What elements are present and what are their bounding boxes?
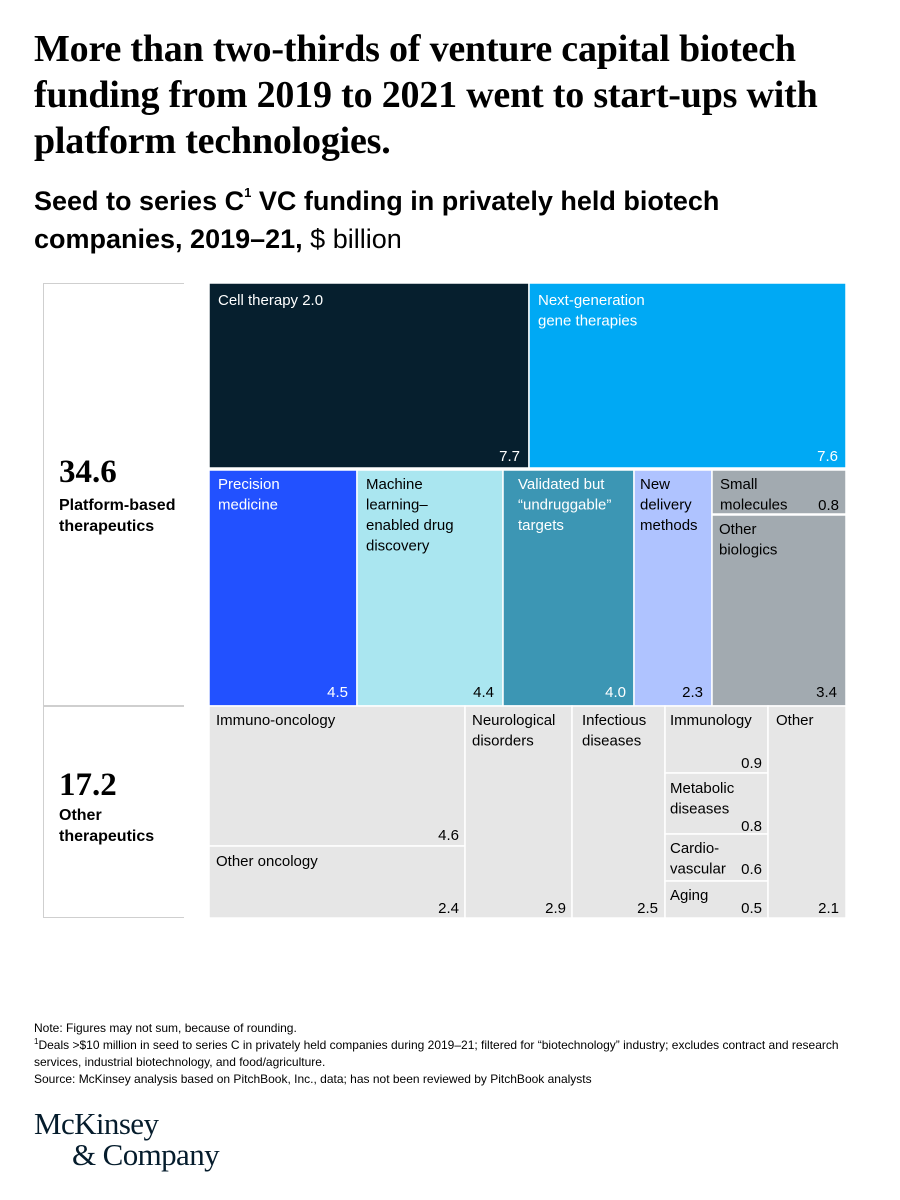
group-label-platform-line1: Platform-based	[59, 497, 176, 514]
tile-other-rect	[767, 705, 847, 919]
tile-other-oncology: Other oncology 2.4	[208, 845, 466, 919]
tile-aging-rect	[664, 880, 769, 919]
group-platform-based: 34.6 Platform-based therapeutics	[43, 283, 184, 706]
tile-immunology-label: Immunology	[670, 712, 752, 729]
tile-machine-learning: Machine learning– enabled drug discovery 4.4	[356, 469, 504, 707]
tile-immuno-oncology-value: 4.6	[438, 827, 459, 844]
tile-other-biologics-label: Other biologics	[719, 521, 777, 559]
footnote-1-mark: 1	[34, 1037, 39, 1046]
tile-cell-therapy-value: 7.7	[499, 448, 520, 465]
tile-metabolic-rect	[664, 772, 769, 835]
tile-gene-therapies-label: Next-generation gene therapies	[538, 292, 645, 330]
group-label-other-line2: therapeutics	[59, 828, 155, 845]
note-text: Note: Figures may not sum, because of ro…	[34, 1021, 297, 1035]
tile-other-label: Other	[776, 712, 814, 729]
tile-other-oncology-value: 2.4	[438, 900, 459, 917]
tile-cardiovascular-value: 0.6	[741, 861, 762, 878]
tile-neurological-label: Neurological disorders	[472, 712, 555, 750]
tile-precision-medicine-rect	[208, 469, 358, 707]
tile-machine-learning-label: Machine learning– enabled drug discovery	[366, 476, 454, 555]
tile-metabolic: Metabolic diseases 0.8	[664, 772, 769, 835]
tile-new-delivery-rect	[633, 469, 713, 707]
tile-metabolic-label: Metabolic diseases	[670, 780, 735, 818]
tile-gene-therapies: Next-generation gene therapies 7.6	[528, 282, 847, 469]
footnotes: Note: Figures may not sum, because of ro…	[34, 1020, 864, 1088]
tile-aging-value: 0.5	[741, 900, 762, 917]
tile-immuno-oncology: Immuno-oncology 4.6	[208, 705, 466, 847]
tile-cell-therapy-label: Cell therapy 2.0	[218, 292, 323, 309]
tile-validated-targets-value: 4.0	[605, 684, 626, 701]
source-text: Source: McKinsey analysis based on Pitch…	[34, 1072, 592, 1086]
tile-other-biologics: Other biologics 3.4	[711, 514, 847, 707]
group-other: 17.2 Other therapeutics	[43, 706, 184, 918]
tile-validated-targets: Validated but “undruggable” targets 4.0	[502, 469, 635, 707]
tile-neurological-value: 2.9	[545, 900, 566, 917]
tile-other: Other 2.1	[767, 705, 847, 919]
tile-validated-targets-rect	[502, 469, 635, 707]
tile-immuno-oncology-rect	[208, 705, 466, 847]
subtitle-unit: $ billion	[310, 224, 402, 254]
group-label-platform: Platform-based therapeutics	[59, 495, 175, 537]
tile-new-delivery: New delivery methods 2.3	[633, 469, 713, 707]
tile-cardiovascular: Cardio-vascular 0.6	[664, 833, 769, 882]
tile-other-value: 2.1	[818, 900, 839, 917]
tile-new-delivery-value: 2.3	[682, 684, 703, 701]
tile-metabolic-value: 0.8	[741, 818, 762, 835]
tile-infectious: Infectious diseases 2.5	[571, 705, 666, 919]
tile-other-oncology-rect	[208, 845, 466, 919]
tile-validated-targets-label: Validated but “undruggable” targets	[518, 476, 611, 534]
tile-aging: Aging 0.5	[664, 880, 769, 919]
logo-line1: McKinsey	[34, 1106, 159, 1141]
tile-small-molecules-rect	[711, 469, 847, 515]
tile-cell-therapy: Cell therapy 2.0 7.7	[208, 282, 530, 469]
mckinsey-logo: McKinsey & Company	[34, 1106, 220, 1172]
tile-precision-medicine-value: 4.5	[327, 684, 348, 701]
tile-small-molecules-value: 0.8	[818, 497, 839, 514]
treemap-chart: Cell therapy 2.0 7.7 Next-generation gene t…	[208, 282, 847, 919]
logo-line2: & Company	[72, 1137, 220, 1172]
footnote-1-text: Deals >$10 million in seed to series C i…	[34, 1038, 839, 1069]
tile-other-oncology-label: Other oncology	[216, 853, 318, 870]
tile-cell-therapy-rect	[208, 282, 530, 469]
tile-immunology-value: 0.9	[741, 755, 762, 772]
chart-subtitle: Seed to series C1 VC funding in privatel…	[34, 182, 874, 258]
tile-infectious-value: 2.5	[637, 900, 658, 917]
tile-gene-therapies-rect	[528, 282, 847, 469]
group-label-other-line1: Other	[59, 807, 102, 824]
tile-neurological: Neurological disorders 2.9	[464, 705, 573, 919]
tile-neurological-rect	[464, 705, 573, 919]
group-total-other: 17.2	[59, 767, 117, 803]
footnote-mark: 1	[244, 185, 252, 200]
headline: More than two-thirds of venture capital …	[34, 28, 818, 162]
group-label-other: Other therapeutics	[59, 805, 154, 847]
subtitle-main: Seed to series C	[34, 186, 245, 216]
subtitle-main-2: VC funding in privately held biotech com…	[34, 186, 720, 254]
tile-aging-label: Aging	[670, 887, 708, 904]
group-label-platform-line2: therapeutics	[59, 518, 155, 535]
tile-other-biologics-value: 3.4	[816, 684, 837, 701]
tile-other-biologics-rect	[711, 514, 847, 707]
tile-precision-medicine-label: Precision medicine	[218, 476, 280, 514]
group-total-platform: 34.6	[59, 454, 117, 490]
footnote-1: 1Deals >$10 million in seed to series C …	[34, 1037, 864, 1071]
tile-immunology: Immunology 0.9	[664, 705, 769, 774]
tile-machine-learning-value: 4.4	[473, 684, 494, 701]
tile-precision-medicine: Precision medicine 4.5	[208, 469, 358, 707]
tile-small-molecules-label: Small molecules	[720, 476, 788, 514]
tile-small-molecules: Small molecules 0.8	[711, 469, 847, 515]
tile-infectious-label: Infectious diseases	[582, 712, 646, 750]
tile-immuno-oncology-label: Immuno-oncology	[216, 712, 336, 729]
tile-gene-therapies-value: 7.6	[817, 448, 838, 465]
tile-new-delivery-label: New delivery methods	[640, 476, 698, 534]
tile-cardiovascular-label: Cardio-vascular	[670, 840, 726, 878]
